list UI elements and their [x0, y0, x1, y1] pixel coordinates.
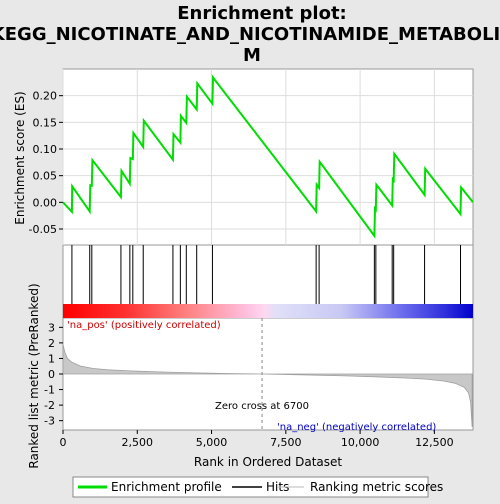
- x-tick-label: 5,000: [196, 436, 228, 449]
- es-y-axis: -0.05 0.00 0.05 0.10 0.15 0.20: [29, 90, 63, 236]
- es-y-tick-label: -0.05: [29, 223, 57, 236]
- x-tick-label: 10,000: [341, 436, 380, 449]
- x-tick-label: 7,500: [270, 436, 302, 449]
- chart-title-line-2: KEGG_NICOTINATE_AND_NICOTINAMIDE_METABOL…: [0, 24, 500, 45]
- x-axis-label: Rank in Ordered Dataset: [194, 455, 342, 469]
- es-y-tick-label: 0.10: [33, 143, 58, 156]
- metric-y-tick-label: 0: [48, 368, 55, 381]
- es-y-axis-label: Enrichment score (ES): [13, 91, 27, 224]
- zero-cross-label: Zero cross at 6700: [215, 401, 309, 412]
- x-axis: 0 2,500 5,000 7,500 10,000 12,500: [60, 430, 454, 449]
- es-y-tick-label: 0.20: [33, 90, 58, 103]
- metric-y-tick-label: 1: [48, 352, 55, 365]
- x-tick-label: 0: [60, 436, 67, 449]
- pos-label: 'na_pos' (positively correlated): [67, 320, 221, 331]
- metric-y-axis-label: Ranked list metric (PreRanked): [27, 283, 41, 468]
- legend-metric-label: Ranking metric scores: [310, 480, 443, 494]
- chart-title-line-3: M: [243, 45, 261, 66]
- es-panel-frame: [62, 68, 474, 246]
- es-y-tick-label: 0.00: [33, 196, 58, 209]
- x-tick-label: 2,500: [122, 436, 154, 449]
- metric-y-tick-label: 3: [48, 321, 55, 334]
- enrichment-profile: [62, 74, 474, 239]
- enrichment-profile-line: [62, 74, 474, 239]
- x-tick-label: 12,500: [415, 436, 454, 449]
- metric-y-axis: 3 2 1 0 -1 -2 -3: [44, 321, 63, 428]
- ranking-color-band: [63, 304, 473, 318]
- metric-y-tick-label: -2: [44, 399, 55, 412]
- legend-enrichment-label: Enrichment profile: [111, 480, 222, 494]
- metric-y-tick-label: -1: [44, 384, 55, 397]
- metric-y-tick-label: -3: [44, 415, 55, 428]
- legend-hits-label: Hits: [266, 480, 289, 494]
- hit-markers: [71, 245, 462, 304]
- neg-label: 'na_neg' (negatively correlated): [277, 422, 436, 433]
- es-y-tick-label: 0.15: [33, 116, 58, 129]
- ranking-metric-area: [62, 318, 473, 430]
- metric-y-tick-label: 2: [48, 337, 55, 350]
- es-y-tick-label: 0.05: [33, 170, 58, 183]
- chart-title-line-1: Enrichment plot:: [177, 3, 347, 24]
- ranking-metric-scores: [62, 344, 473, 427]
